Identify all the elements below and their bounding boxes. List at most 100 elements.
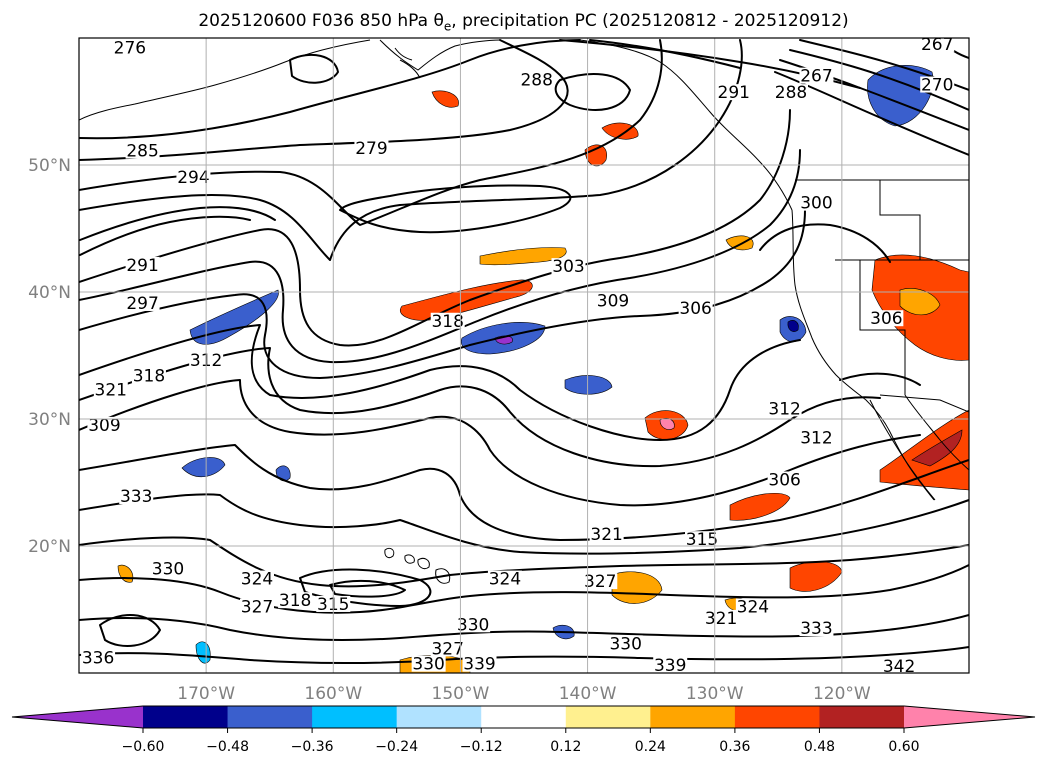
map-title: 2025120600 F036 850 hPa θe, precipitatio… xyxy=(0,11,1047,33)
contour-label: 270 xyxy=(920,76,955,96)
contour-label-text: 324 xyxy=(737,598,769,618)
colorbar-box xyxy=(396,706,482,728)
contour-line xyxy=(759,223,891,263)
contour-label: 267 xyxy=(799,67,834,87)
contour-label-halo xyxy=(583,573,618,590)
contour-label-text: 294 xyxy=(177,168,209,188)
contour-label-text: 276 xyxy=(114,39,146,59)
contour-line xyxy=(79,646,969,664)
contour-label: 321 xyxy=(704,609,739,629)
contour-line xyxy=(289,53,339,84)
contour-line xyxy=(99,613,161,647)
colorbar-box xyxy=(565,706,651,728)
contour-label-halo xyxy=(487,570,522,587)
map-frame xyxy=(78,37,970,674)
contour-label-halo xyxy=(430,312,465,329)
contour-label-halo xyxy=(519,71,554,88)
contour-label-halo xyxy=(882,658,917,673)
contour-label: 333 xyxy=(799,619,834,639)
precip-area xyxy=(729,493,791,521)
colorbar-tick-label: −0.60 xyxy=(122,739,165,755)
title-suffix: , precipitation PC (2025120812 - 2025120… xyxy=(451,11,849,31)
contour-label-text: 312 xyxy=(800,429,832,449)
contour-line xyxy=(79,347,881,468)
lat-tick-label: 20°N xyxy=(28,537,71,557)
contour-label-halo xyxy=(354,140,389,157)
contour-label-text: 309 xyxy=(88,416,120,436)
contour-label-text: 330 xyxy=(457,615,489,635)
contour-label-halo xyxy=(678,300,713,317)
contour-label-halo xyxy=(653,656,688,673)
contour-label-halo xyxy=(704,609,739,626)
colorbar-tick-label: 0.24 xyxy=(635,739,666,755)
contour-label-text: 327 xyxy=(584,572,616,592)
contour-label-halo xyxy=(869,310,904,327)
lon-tick-label: 130°W xyxy=(686,684,744,704)
lon-tick-label: 120°W xyxy=(813,684,871,704)
border-states xyxy=(835,259,920,395)
lon-tick-label: 170°W xyxy=(177,684,235,704)
precip-area xyxy=(431,90,459,108)
coastline-alaska xyxy=(379,39,501,71)
contour-label-text: 324 xyxy=(241,570,273,590)
precip-area xyxy=(601,122,639,140)
contour-label-text: 297 xyxy=(126,294,158,314)
contour-label-text: 318 xyxy=(279,591,311,611)
contour-label-halo xyxy=(716,84,751,101)
contour-line xyxy=(839,372,921,386)
colorbar: −0.60 −0.48 −0.36 −0.24 −0.12 0.12 0.24 0.36 0.4… xyxy=(11,705,1036,755)
colorbar-box xyxy=(650,706,736,728)
contour-label: 330 xyxy=(456,615,491,635)
contour-label: 303 xyxy=(551,257,586,277)
contour-label-halo xyxy=(456,616,491,633)
colorbar-tick-label: −0.12 xyxy=(460,739,503,755)
contour-label-halo xyxy=(411,655,446,672)
precip-area xyxy=(899,288,941,316)
contour-label: 339 xyxy=(653,656,688,673)
contour-label-text: 327 xyxy=(241,598,273,618)
contour-label-halo xyxy=(920,38,955,52)
contour-label: 324 xyxy=(735,598,770,618)
contour-line xyxy=(79,493,969,555)
lat-tick-label: 40°N xyxy=(28,283,71,303)
contour-label-halo xyxy=(176,169,211,186)
contour-line xyxy=(79,39,743,261)
contour-line xyxy=(79,39,569,161)
contour-label-text: 321 xyxy=(590,525,622,545)
contour-label: 306 xyxy=(767,471,802,491)
contour-line xyxy=(79,215,251,256)
contour-label: 330 xyxy=(151,559,185,579)
colorbar-tick-label: 0.48 xyxy=(804,739,835,755)
colorbar-tick-label: −0.36 xyxy=(291,739,334,755)
contour-line xyxy=(79,564,969,614)
contour-label: 291 xyxy=(716,83,751,103)
island-hawaii xyxy=(384,547,395,559)
contour-label-halo xyxy=(608,635,643,652)
colorbar-tick-label: −0.48 xyxy=(206,739,249,755)
contour-label: 294 xyxy=(176,168,211,188)
contour-label: 330 xyxy=(411,655,446,675)
contour-label-halo xyxy=(112,39,147,56)
contour-label: 285 xyxy=(125,142,160,162)
contour-label-text: 318 xyxy=(133,366,165,386)
contour-label-text: 270 xyxy=(921,76,953,96)
contour-label-text: 288 xyxy=(520,70,552,90)
contour-label: 309 xyxy=(596,291,630,311)
precip-area xyxy=(479,247,567,266)
contour-label-halo xyxy=(87,416,122,433)
island-hawaii xyxy=(417,557,430,570)
contour-label: 297 xyxy=(125,294,160,314)
island-hawaii xyxy=(404,554,415,564)
contour-label-halo xyxy=(799,194,834,211)
contour-label: 324 xyxy=(240,570,274,590)
contour-label-halo xyxy=(462,655,497,672)
contour-label-text: 291 xyxy=(718,83,750,103)
contour-label-text: 330 xyxy=(412,655,444,675)
contour-label-halo xyxy=(767,400,802,417)
contour-label-text: 318 xyxy=(431,312,463,332)
colorbar-box xyxy=(734,706,820,728)
contour-label: 306 xyxy=(869,309,904,329)
